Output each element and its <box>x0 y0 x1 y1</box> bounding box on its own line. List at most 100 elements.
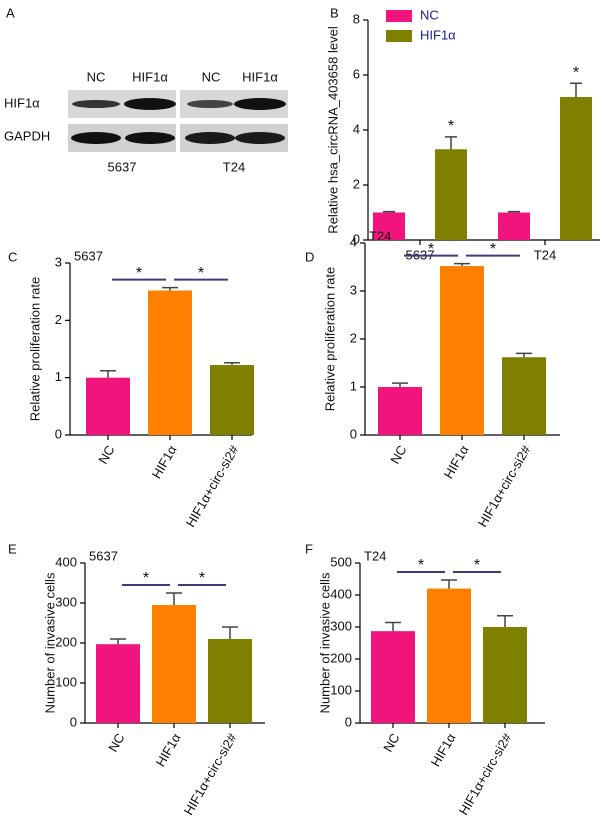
chart-panel: D T24 Relative proliferation rate 0 1 2 3 4 NC HI… <box>305 228 560 530</box>
blot-band <box>187 100 233 108</box>
column-label: NC <box>202 69 221 84</box>
y-tick-label: 2 <box>350 330 357 345</box>
x-tick-label: T24 <box>534 247 556 262</box>
error-bar <box>570 82 582 97</box>
blot-band <box>71 132 121 144</box>
cell-line-label: 5637 <box>108 159 137 174</box>
legend-swatch <box>386 30 412 42</box>
significance-mark: * <box>198 265 204 282</box>
significance-mark: * <box>418 557 424 574</box>
y-tick-label: 100 <box>330 682 352 697</box>
error-bar <box>497 615 513 627</box>
y-tick-label: 200 <box>55 634 77 649</box>
error-bar <box>383 210 395 213</box>
bar <box>440 266 484 435</box>
bar <box>560 97 592 240</box>
error-bar <box>392 382 408 387</box>
y-tick-label: 0 <box>350 426 357 441</box>
x-tick-label: NC <box>95 443 117 467</box>
bar <box>378 387 422 435</box>
column-label: HIF1α <box>132 69 168 84</box>
error-bar <box>100 370 116 378</box>
blot-band <box>185 132 235 144</box>
bar <box>435 149 467 240</box>
error-bar <box>162 286 178 291</box>
blot-band <box>124 98 176 110</box>
y-axis-title: Relative proliferation rate <box>322 267 337 412</box>
x-tick-label: HIF1α+circ-si2# <box>475 442 534 530</box>
blot-band <box>125 132 175 144</box>
blot-band <box>234 98 286 110</box>
chart-title: 5637 <box>74 248 103 263</box>
significance-mark: * <box>136 265 142 282</box>
error-bar <box>222 626 238 639</box>
error-bar <box>445 136 457 150</box>
x-tick-label: NC <box>105 731 127 755</box>
error-bar <box>166 592 182 605</box>
error-bar <box>508 210 520 213</box>
bar <box>498 212 530 240</box>
significance-mark: * <box>448 118 454 135</box>
error-bar <box>454 262 470 267</box>
y-tick-label: 500 <box>330 554 352 569</box>
y-tick-label: 0 <box>353 231 360 246</box>
legend-label: NC <box>420 7 439 22</box>
panel-label: D <box>305 249 314 264</box>
y-axis-title: Relative hsa_circRNA_403658 level <box>325 26 340 234</box>
bar <box>96 644 140 723</box>
bar <box>152 605 196 723</box>
y-tick-label: 300 <box>330 618 352 633</box>
panel-label: E <box>8 541 17 556</box>
y-tick-label: 100 <box>55 674 77 689</box>
bar <box>502 357 546 435</box>
bar <box>208 639 252 723</box>
x-tick-label: HIF1α+circ-si2# <box>181 730 240 818</box>
x-tick-label: HIF1α <box>441 442 472 481</box>
bar <box>86 377 130 435</box>
chart-panel: C 5637 Relative proliferation rate 0 1 2 3 NC HI… <box>8 248 254 530</box>
y-axis-title: Number of invasive cells <box>42 572 57 713</box>
error-bar <box>516 352 532 358</box>
error-bar <box>224 362 240 366</box>
panel-label: C <box>8 249 17 264</box>
cell-line-label: T24 <box>223 159 245 174</box>
panel-a: A NC HIF1α NC HIF1α HIF1α GAPDH 5637 T24 <box>4 5 288 174</box>
x-tick-label: NC <box>380 731 402 755</box>
y-axis-title: Number of invasive cells <box>317 572 332 713</box>
bar <box>427 588 471 723</box>
error-bar <box>110 638 126 645</box>
y-axis-title: Relative proliferation rate <box>27 277 42 422</box>
bar <box>373 212 405 240</box>
x-tick-label: HIF1α+circ-si2# <box>183 442 242 530</box>
column-label: NC <box>87 69 106 84</box>
blot-band <box>72 100 120 108</box>
y-tick-label: 8 <box>353 11 360 26</box>
bar <box>210 365 254 435</box>
y-tick-label: 1 <box>350 378 357 393</box>
significance-mark: * <box>143 570 149 587</box>
chart-panel: E 5637 Number of invasive cells 0 100 200 300 4… <box>8 541 265 818</box>
x-tick-label: HIF1α <box>149 442 180 481</box>
bar <box>148 290 192 435</box>
row-label: HIF1α <box>4 95 40 110</box>
y-tick-label: 1 <box>55 369 62 384</box>
column-label: HIF1α <box>242 69 278 84</box>
bar <box>483 627 527 723</box>
y-tick-label: 4 <box>350 234 357 249</box>
y-tick-label: 300 <box>55 594 77 609</box>
x-tick-label: HIF1α <box>153 730 184 769</box>
error-bar <box>385 621 401 632</box>
y-tick-label: 400 <box>330 586 352 601</box>
chart-title: 5637 <box>89 548 118 563</box>
significance-mark: * <box>428 241 434 258</box>
panel-label: A <box>6 5 15 20</box>
x-tick-label: HIF1α+circ-si2# <box>456 730 515 818</box>
significance-mark: * <box>490 241 496 258</box>
blot-band <box>235 132 285 144</box>
error-bar <box>441 579 457 589</box>
y-tick-label: 4 <box>353 121 360 136</box>
significance-mark: * <box>474 557 480 574</box>
y-tick-label: 0 <box>55 426 62 441</box>
